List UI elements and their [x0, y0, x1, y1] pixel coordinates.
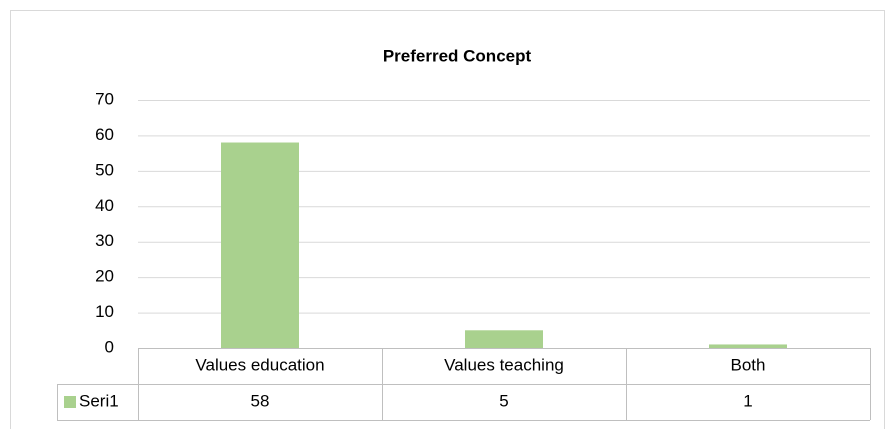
legend-label: Seri1	[79, 391, 119, 410]
y-tick-label: 20	[95, 267, 114, 286]
bar	[709, 344, 787, 348]
x-tick-label: Both	[731, 355, 766, 374]
y-tick-label: 10	[95, 302, 114, 321]
y-tick-label: 70	[95, 89, 114, 108]
chart-border	[10, 10, 885, 429]
table-value: 1	[743, 391, 752, 410]
table-value: 58	[251, 391, 270, 410]
y-tick-label: 60	[95, 125, 114, 144]
bar	[465, 330, 543, 348]
bar	[221, 142, 299, 348]
y-tick-label: 40	[95, 196, 114, 215]
y-tick-label: 30	[95, 231, 114, 250]
y-tick-label: 0	[105, 337, 114, 356]
table-value: 5	[499, 391, 508, 410]
x-tick-label: Values education	[195, 355, 324, 374]
y-tick-label: 50	[95, 160, 114, 179]
chart-title: Preferred Concept	[383, 46, 532, 65]
x-tick-label: Values teaching	[444, 355, 564, 374]
legend-key	[64, 396, 76, 408]
